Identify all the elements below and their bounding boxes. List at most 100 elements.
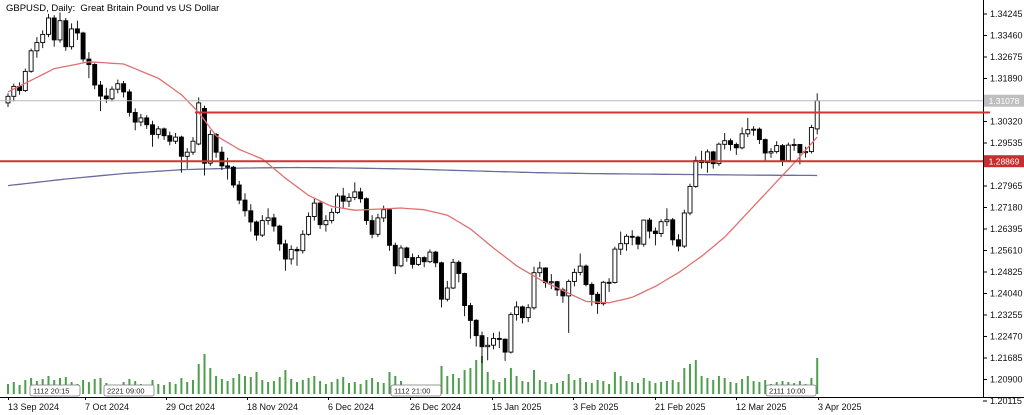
volume-bar (186, 382, 189, 394)
bull-candle (196, 102, 202, 145)
volume-bar (87, 382, 90, 394)
bull-candle (5, 95, 11, 104)
bear-candle (728, 140, 733, 145)
bear-candle (126, 91, 132, 113)
session-tag[interactable] (103, 384, 155, 397)
date-label: 12 Mar 2025 (736, 402, 787, 412)
bull-candle (34, 42, 40, 52)
volume-bar (255, 372, 258, 394)
fast-ma-line[interactable] (7, 61, 818, 304)
bull-candle (109, 88, 115, 100)
volume-bar (232, 378, 235, 394)
price-tick-label: 1.27180 (990, 203, 1023, 213)
volume-bar (556, 383, 559, 394)
volume-bar (567, 374, 570, 394)
volume-bar (209, 368, 212, 394)
bull-candle (808, 127, 814, 153)
session-tag[interactable] (29, 384, 81, 397)
volume-bar (296, 382, 298, 394)
bull-candle (739, 133, 745, 149)
volume-bar (226, 381, 229, 394)
bull-candle (791, 144, 797, 146)
bull-candle (69, 28, 75, 48)
bull-candle (768, 151, 774, 154)
bear-candle (242, 199, 248, 212)
bear-candle (606, 281, 612, 284)
session-tag-label: 2111 10:00 (769, 387, 805, 396)
volume-bar (654, 383, 657, 394)
slow-ma-line[interactable] (7, 166, 818, 187)
bear-candle (161, 128, 167, 137)
price-tick-label: 1.24040 (990, 289, 1023, 299)
bull-candle (381, 209, 387, 219)
current-price-badge: 1.31078 (984, 94, 1024, 107)
price-tick-label: 1.24825 (990, 267, 1023, 277)
bear-candle (236, 184, 242, 201)
bull-candle (323, 220, 329, 226)
bear-candle (462, 273, 468, 306)
level-price-badge-text: 1.28869 (989, 156, 1020, 166)
volume-bar (452, 374, 455, 394)
volume-bar (24, 380, 27, 394)
volume-bar (475, 360, 478, 394)
volume-bar (382, 383, 385, 394)
bull-candle (352, 191, 358, 198)
bull-candle (288, 248, 294, 260)
bull-candle (115, 83, 121, 90)
bull-candle (138, 117, 144, 123)
bull-candle (658, 221, 664, 234)
volume-bar (613, 372, 616, 394)
bear-candle (230, 166, 236, 186)
volume-bar (261, 380, 264, 394)
price-tick-label: 1.23255 (990, 310, 1023, 320)
bear-candle (647, 219, 653, 232)
bull-candle (491, 337, 496, 346)
volume-bar (319, 381, 322, 394)
volume-bar (324, 384, 327, 394)
volume-bar (677, 382, 680, 394)
bear-candle (63, 20, 69, 48)
bull-candle (537, 267, 543, 274)
volume-bar (267, 382, 270, 394)
bull-candle (311, 202, 317, 217)
volume-bar (93, 379, 96, 394)
bear-candle (213, 133, 219, 153)
volume-bar (585, 382, 587, 394)
bear-candle (404, 247, 410, 259)
price-axis[interactable]: 1.34245 1.33460 1.32675 1.31890 1.30320 1.295… (983, 9, 1023, 406)
session-tag-label: 1112 21:00 (394, 387, 430, 396)
bear-candle (150, 124, 155, 135)
date-label: 3 Apr 2025 (818, 402, 862, 412)
volume-bar (359, 384, 362, 394)
bear-candle (340, 195, 346, 202)
date-label: 18 Nov 2024 (247, 402, 298, 412)
bear-candle (473, 319, 479, 337)
bull-candle (612, 248, 618, 283)
volume-bar (174, 384, 177, 394)
bull-candle (427, 251, 433, 263)
volume-bar (527, 382, 530, 394)
session-tag[interactable] (390, 384, 442, 397)
volume-bar (290, 379, 293, 394)
bull-candle (566, 280, 572, 297)
bull-candle (444, 287, 450, 300)
time-axis[interactable]: 13 Sep 2024 7 Oct 2024 29 Oct 2024 18 Nov 2… (8, 397, 862, 412)
bear-candle (733, 144, 739, 149)
volume-bar (509, 368, 512, 394)
bull-candle (346, 196, 352, 202)
volume-bar (648, 381, 651, 394)
bull-candle (716, 143, 722, 165)
volume-bar (272, 381, 275, 394)
bull-candle (190, 140, 196, 153)
bull-candle (184, 151, 190, 157)
chart-title: GBPUSD, Daily: Great Britain Pound vs US… (6, 3, 220, 14)
bull-candle (664, 219, 670, 223)
bear-candle (554, 281, 560, 291)
session-tag[interactable] (765, 384, 817, 397)
volume-bar (376, 382, 379, 394)
bear-candle (467, 305, 473, 321)
volume-bar (440, 366, 443, 394)
bear-candle (144, 117, 150, 126)
bull-candle (774, 145, 780, 153)
